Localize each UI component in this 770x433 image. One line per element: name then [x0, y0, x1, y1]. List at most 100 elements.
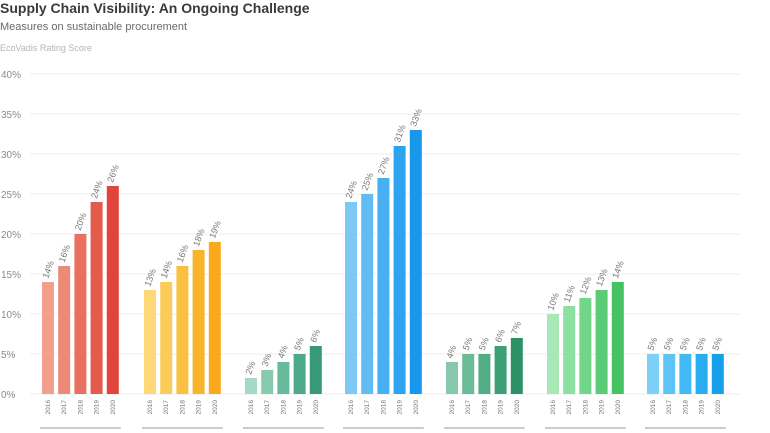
data-label: 24%: [89, 179, 105, 199]
bar: [361, 194, 374, 394]
data-label: 33%: [408, 107, 424, 127]
data-label: 5%: [710, 336, 724, 352]
chart-title: Supply Chain Visibility: An Ongoing Chal…: [0, 0, 310, 16]
chart-subtitle: Measures on sustainable procurement: [0, 21, 188, 33]
x-tick-label: 2017: [264, 400, 271, 415]
y-tick-label: 10%: [1, 310, 21, 321]
y-tick-label: 15%: [1, 270, 21, 281]
y-tick-label: 25%: [1, 190, 21, 201]
x-tick-label: 2017: [364, 400, 371, 415]
data-label: 27%: [376, 155, 392, 175]
bar: [261, 370, 274, 394]
y-tick-label: 35%: [1, 110, 21, 121]
data-label: 19%: [207, 219, 223, 239]
bar: [192, 250, 205, 394]
data-label: 26%: [105, 163, 121, 183]
data-label: 5%: [461, 336, 475, 352]
data-label: 5%: [662, 336, 676, 352]
bar: [478, 354, 491, 394]
data-label: 14%: [159, 259, 175, 279]
data-label: 5%: [645, 336, 659, 352]
x-tick-label: 2020: [110, 400, 117, 415]
data-label: 13%: [142, 267, 158, 287]
x-tick-label: 2016: [550, 400, 557, 415]
x-tick-label: 2016: [348, 400, 355, 415]
bar: [277, 362, 290, 394]
data-label: 7%: [509, 320, 523, 336]
data-label: 6%: [493, 328, 507, 344]
data-label: 20%: [73, 211, 89, 231]
bar: [293, 354, 306, 394]
x-tick-label: 2020: [514, 400, 521, 415]
x-tick-label: 2019: [599, 400, 606, 415]
bar: [144, 290, 156, 394]
data-label: 5%: [292, 336, 306, 352]
data-label: 24%: [343, 179, 359, 199]
data-label: 16%: [175, 243, 191, 263]
bar: [462, 354, 475, 394]
x-tick-label: 2018: [682, 400, 689, 415]
data-label: 13%: [594, 267, 610, 287]
bar: [611, 282, 624, 394]
data-label: 14%: [40, 259, 56, 279]
y-tick-label: 5%: [1, 350, 16, 361]
x-tick-label: 2016: [147, 400, 154, 415]
x-tick-label: 2017: [61, 400, 68, 415]
data-label: 11%: [562, 284, 577, 304]
data-label: 25%: [360, 171, 376, 191]
data-label: 12%: [578, 275, 594, 295]
bar: [663, 354, 676, 394]
bar: [711, 354, 724, 394]
bar: [42, 282, 54, 394]
bar: [90, 202, 103, 394]
data-label: 31%: [392, 123, 408, 143]
x-tick-label: 2016: [650, 400, 657, 415]
bar: [446, 362, 458, 394]
bar: [393, 146, 406, 394]
bar: [494, 346, 507, 394]
x-tick-label: 2019: [498, 400, 505, 415]
bar: [409, 130, 422, 394]
bar: [377, 178, 390, 394]
data-label: 2%: [243, 360, 257, 376]
y-tick-label: 40%: [1, 70, 21, 81]
x-tick-label: 2020: [212, 400, 219, 415]
x-tick-label: 2019: [397, 400, 404, 415]
bar: [208, 242, 221, 394]
bar: [106, 186, 119, 394]
bar: [695, 354, 708, 394]
y-tick-label: 20%: [1, 230, 21, 241]
x-tick-label: 2016: [248, 400, 255, 415]
x-tick-label: 2016: [45, 400, 52, 415]
bar: [58, 266, 71, 394]
y-tick-label: 0%: [1, 390, 16, 401]
bar: [563, 306, 576, 394]
bar: [547, 314, 559, 394]
x-tick-label: 2018: [582, 400, 589, 415]
bar: [245, 378, 257, 394]
data-label: 4%: [444, 344, 458, 360]
x-tick-label: 2016: [449, 400, 456, 415]
x-tick-label: 2019: [94, 400, 101, 415]
bar: [595, 290, 608, 394]
bar: [647, 354, 659, 394]
bar: [176, 266, 189, 394]
x-tick-label: 2018: [77, 400, 84, 415]
x-tick-label: 2017: [465, 400, 472, 415]
x-tick-label: 2018: [380, 400, 387, 415]
bar: [679, 354, 692, 394]
data-label: 5%: [678, 336, 692, 352]
y-tick-label: 30%: [1, 150, 21, 161]
x-tick-label: 2020: [413, 400, 420, 415]
data-label: 4%: [276, 344, 290, 360]
x-tick-label: 2019: [699, 400, 706, 415]
bar: [345, 202, 357, 394]
bar: [309, 346, 322, 394]
x-tick-label: 2017: [163, 400, 170, 415]
x-tick-label: 2020: [313, 400, 320, 415]
bar: [579, 298, 592, 394]
x-tick-label: 2019: [297, 400, 304, 415]
x-tick-label: 2020: [715, 400, 722, 415]
x-tick-label: 2017: [566, 400, 573, 415]
